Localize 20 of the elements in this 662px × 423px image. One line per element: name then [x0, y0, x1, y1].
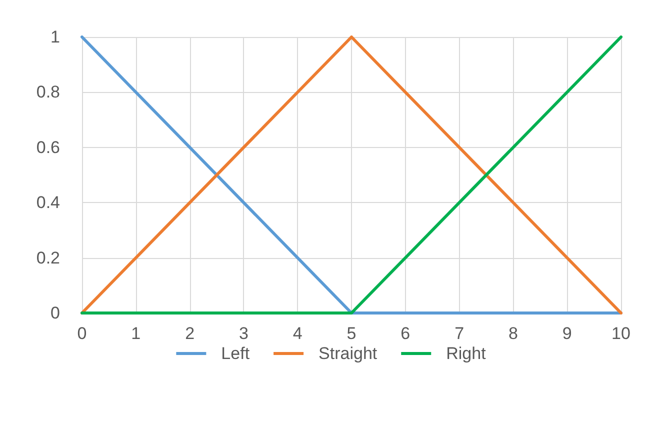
y-tick-label: 0.8: [36, 82, 60, 102]
x-tick-label: 3: [238, 324, 248, 343]
x-tick-label: 5: [346, 324, 356, 343]
legend-label: Straight: [318, 344, 378, 363]
x-tick-label: 8: [508, 324, 518, 343]
y-tick-label: 1: [50, 28, 60, 46]
x-tick-label: 7: [454, 324, 464, 343]
y-tick-label: 0: [50, 304, 60, 322]
y-tick-label: 0.2: [36, 248, 60, 268]
x-tick-label: 2: [185, 324, 195, 343]
x-tick-label: 4: [292, 324, 302, 343]
y-tick-label: 0.4: [36, 193, 60, 212]
legend-label: Left: [221, 344, 250, 363]
x-tick-label: 9: [562, 324, 572, 343]
x-tick-label: 0: [77, 324, 87, 343]
x-tick-label: 10: [612, 324, 630, 343]
legend-label: Right: [446, 344, 486, 363]
x-tick-label: 6: [400, 324, 410, 343]
y-tick-label: 0.6: [36, 138, 60, 157]
x-tick-label: 1: [131, 324, 141, 343]
